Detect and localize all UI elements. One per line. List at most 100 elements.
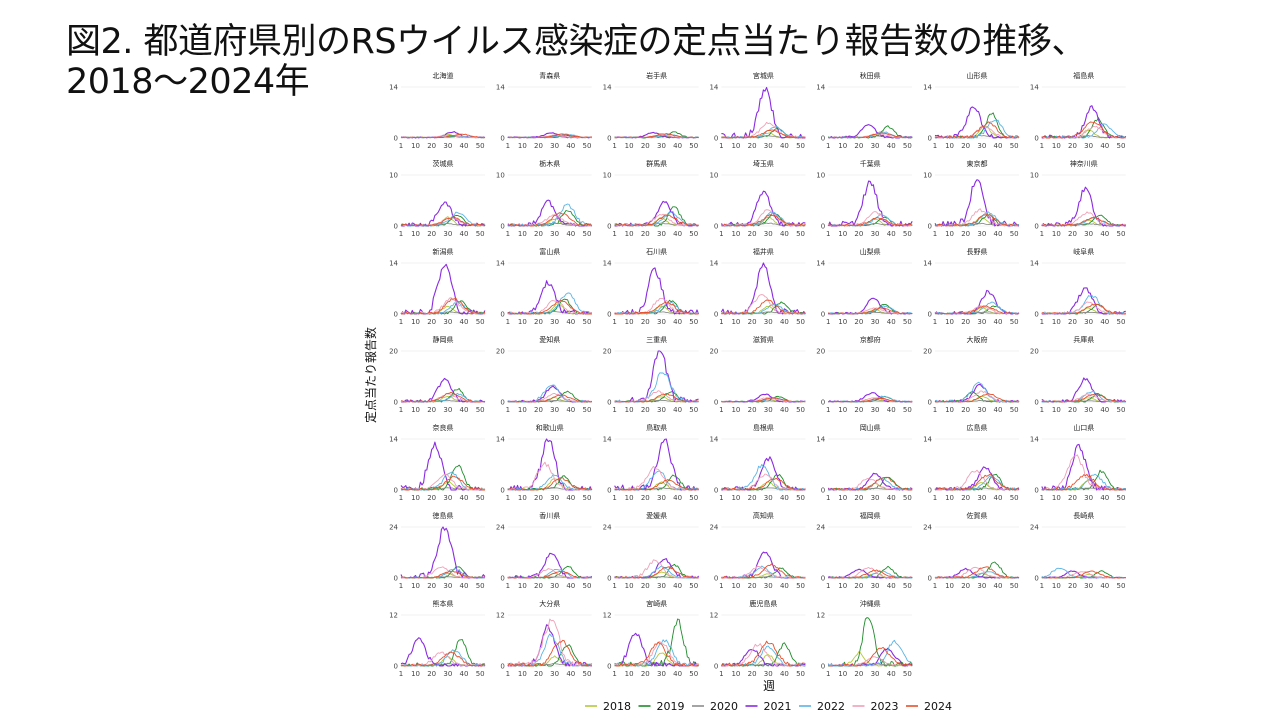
panel-栃木県: 栃木県 10 01 10 20 30 40 50 [496, 159, 593, 238]
panel-title: 愛媛県 [646, 511, 667, 520]
x-tick-30: 30 [657, 494, 666, 502]
x-tick-10: 10 [838, 494, 847, 502]
panel-title: 神奈川県 [1070, 159, 1098, 168]
panel-京都府: 京都府 20 01 10 20 30 40 50 [816, 335, 913, 414]
x-tick-30: 30 [977, 582, 986, 590]
panel-佐賀県: 佐賀県 24 01 10 20 30 40 50 [923, 511, 1020, 590]
y-tick-max: 24 [603, 524, 612, 532]
series-line-2024 [1041, 393, 1126, 403]
x-tick-30: 30 [764, 494, 773, 502]
x-tick-1: 1 [719, 230, 723, 238]
x-tick-50: 50 [689, 230, 698, 238]
x-tick-20: 20 [1068, 318, 1077, 326]
y-tick-max: 14 [709, 436, 718, 444]
x-tick-20: 20 [534, 406, 543, 414]
panel-鹿児島県: 鹿児島県 12 01 10 20 30 40 50 [709, 599, 806, 678]
x-tick-50: 50 [903, 230, 912, 238]
x-tick-1: 1 [1040, 230, 1044, 238]
x-tick-20: 20 [854, 318, 863, 326]
series-line-2021 [614, 267, 700, 315]
panel-徳島県: 徳島県 24 01 10 20 30 40 50 [389, 511, 486, 590]
panel-title: 広島県 [967, 423, 988, 432]
x-tick-1: 1 [826, 230, 830, 238]
x-tick-1: 1 [933, 494, 937, 502]
x-tick-10: 10 [945, 582, 954, 590]
series-line-2024 [1041, 121, 1127, 139]
x-tick-40: 40 [887, 670, 896, 678]
x-tick-30: 30 [443, 670, 452, 678]
x-tick-30: 30 [764, 670, 773, 678]
series-line-2024 [721, 397, 806, 403]
x-tick-1: 1 [399, 142, 403, 150]
panel-title: 山梨県 [860, 247, 881, 256]
x-tick-50: 50 [689, 582, 698, 590]
panel-title: 愛知県 [539, 335, 560, 344]
x-tick-40: 40 [673, 406, 682, 414]
panel-富山県: 富山県 14 01 10 20 30 40 50 [496, 247, 593, 326]
y-tick-zero: 0 [394, 311, 398, 319]
x-tick-50: 50 [796, 406, 805, 414]
x-tick-10: 10 [625, 406, 634, 414]
panel-title: 沖縄県 [860, 599, 881, 608]
x-tick-30: 30 [764, 142, 773, 150]
x-tick-1: 1 [612, 318, 616, 326]
x-tick-50: 50 [1116, 318, 1125, 326]
x-tick-30: 30 [443, 318, 452, 326]
series-line-2023 [721, 643, 806, 667]
x-tick-30: 30 [657, 318, 666, 326]
x-tick-1: 1 [1040, 494, 1044, 502]
x-tick-1: 1 [1040, 318, 1044, 326]
x-tick-30: 30 [550, 230, 559, 238]
x-tick-50: 50 [1116, 406, 1125, 414]
x-tick-30: 30 [550, 582, 559, 590]
x-tick-30: 30 [977, 494, 986, 502]
series-line-2023 [400, 651, 486, 667]
y-tick-max: 20 [816, 348, 825, 356]
panel-茨城県: 茨城県 10 01 10 20 30 40 50 [389, 159, 486, 238]
y-tick-zero: 0 [394, 663, 398, 671]
series-line-2024 [507, 394, 592, 403]
x-tick-1: 1 [719, 318, 723, 326]
y-tick-max: 14 [496, 84, 505, 92]
y-tick-max: 14 [1030, 84, 1039, 92]
series-line-2023 [721, 121, 806, 139]
panel-title: 熊本県 [433, 599, 454, 608]
panel-title: 岐阜県 [1073, 247, 1094, 256]
panel-title: 埼玉県 [753, 159, 774, 168]
series-line-2019 [401, 566, 485, 579]
y-tick-max: 14 [923, 260, 932, 268]
y-tick-zero: 0 [1034, 135, 1038, 143]
x-tick-50: 50 [476, 582, 485, 590]
panel-title: 千葉県 [860, 159, 881, 168]
panel-沖縄県: 沖縄県 12 01 10 20 30 40 50 [816, 599, 913, 678]
y-tick-max: 10 [496, 172, 505, 180]
series-line-2024 [400, 475, 485, 491]
x-tick-20: 20 [641, 142, 650, 150]
x-tick-40: 40 [887, 582, 896, 590]
series-line-2024 [400, 391, 486, 403]
y-tick-max: 14 [603, 260, 612, 268]
panel-新潟県: 新潟県 14 01 10 20 30 40 50 [389, 247, 486, 326]
panel-山形県: 山形県 14 01 10 20 30 40 50 [923, 71, 1020, 150]
x-tick-50: 50 [476, 318, 485, 326]
x-tick-1: 1 [399, 318, 403, 326]
x-tick-1: 1 [506, 318, 510, 326]
panel-高知県: 高知県 24 01 10 20 30 40 50 [709, 511, 806, 590]
series-line-2024 [934, 305, 1020, 315]
x-tick-40: 40 [780, 582, 789, 590]
panel-大阪府: 大阪府 20 01 10 20 30 40 50 [923, 335, 1020, 414]
x-tick-20: 20 [748, 318, 757, 326]
y-tick-max: 20 [709, 348, 718, 356]
y-tick-zero: 0 [714, 399, 718, 407]
x-tick-20: 20 [641, 670, 650, 678]
y-tick-zero: 0 [394, 487, 398, 495]
panel-title: 徳島県 [433, 511, 454, 520]
series-line-2024 [507, 570, 592, 579]
y-tick-zero: 0 [821, 663, 825, 671]
x-tick-50: 50 [582, 318, 591, 326]
panel-三重県: 三重県 20 01 10 20 30 40 50 [603, 336, 699, 414]
x-tick-40: 40 [566, 406, 575, 414]
panel-和歌山県: 和歌山県 14 01 10 20 30 40 50 [496, 423, 593, 502]
x-tick-10: 10 [1052, 230, 1061, 238]
